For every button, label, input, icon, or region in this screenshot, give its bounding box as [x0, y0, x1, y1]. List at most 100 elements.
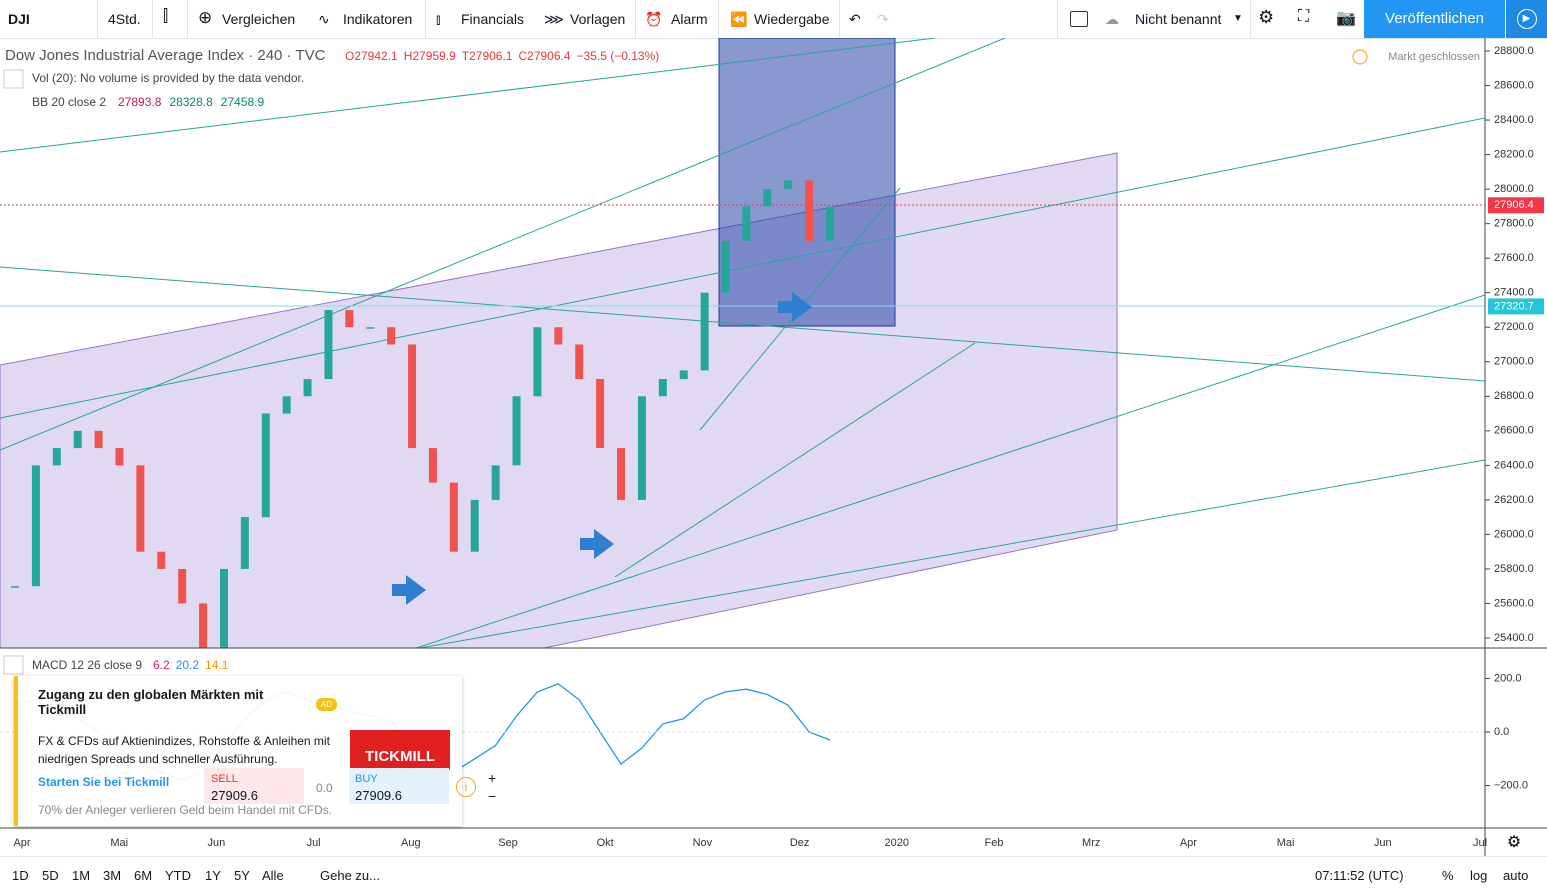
candle — [199, 603, 208, 648]
range-button[interactable]: 1D — [12, 868, 29, 883]
publish-button[interactable]: Veröffentlichen — [1364, 0, 1505, 38]
price-tick-label: 28600.0 — [1494, 79, 1534, 91]
bottom-bar: 1D 5D 1M 3M 6M YTD 1Y 5Y Alle Gehe zu... 07:11:52 … — [0, 856, 1547, 888]
candle — [157, 551, 166, 569]
layout-icon[interactable] — [1070, 11, 1088, 27]
toolbar: DJI 4Std. ⫿ ⊕ Vergleichen ∿ Indikatoren … — [0, 0, 1547, 39]
candle — [219, 568, 228, 648]
candle — [533, 327, 542, 397]
replay-icon: ⏪ — [730, 11, 748, 27]
candle — [387, 327, 396, 345]
scale-option[interactable]: auto — [1503, 868, 1529, 883]
price-tick-label: 26800.0 — [1494, 390, 1534, 402]
indicator-icon: ∿ — [318, 11, 330, 27]
time-tick-label: Jul — [307, 837, 321, 849]
range-button[interactable]: 1M — [72, 868, 91, 883]
dropdown[interactable]: ▼ — [1233, 13, 1243, 24]
time-tick-label: Nov — [693, 837, 713, 849]
zoom-out[interactable]: − — [488, 788, 497, 804]
collapse[interactable] — [3, 69, 24, 89]
collapse[interactable] — [3, 655, 24, 675]
range-button[interactable]: 5Y — [234, 868, 250, 883]
time-tick-label: Feb — [985, 837, 1004, 849]
toolbar-item[interactable]: Financials — [461, 11, 525, 27]
candle — [763, 189, 772, 207]
range-button[interactable]: 3M — [103, 868, 122, 883]
time-tick-label: Jun — [208, 837, 226, 849]
symbol[interactable]: DJI — [8, 11, 30, 27]
price-tick-label: 26600.0 — [1494, 425, 1534, 437]
time-tick-label: Okt — [597, 837, 614, 849]
candle — [575, 344, 584, 380]
undo[interactable]: ↶ — [849, 11, 861, 27]
candle — [679, 370, 688, 380]
chart: Dow Jones Industrial Average Index · 240… — [0, 38, 1547, 856]
price-tick-label: 28800.0 — [1494, 45, 1534, 57]
vol-legend: Vol (20): No volume is provided by the d… — [32, 71, 304, 85]
play-button[interactable]: ▶ — [1506, 0, 1547, 38]
fullscreen[interactable]: ⛶ — [1298, 8, 1310, 25]
candle — [742, 206, 751, 241]
financial-icon: ⫾ — [436, 11, 441, 27]
candle — [449, 482, 458, 552]
ohlc-value: H27959.9 — [404, 49, 456, 63]
toolbar-item[interactable]: Alarm — [671, 11, 708, 27]
layout-name[interactable]: Nicht benannt — [1135, 11, 1222, 27]
toolbar-item[interactable]: Indikatoren — [343, 11, 413, 27]
arrows — [392, 292, 812, 605]
toolbar-item[interactable]: Vorlagen — [570, 11, 626, 27]
scale-option[interactable]: log — [1470, 868, 1488, 883]
ad: Zugang zu den globalen Märkten mit Tickm… — [14, 676, 496, 826]
toolbar-item[interactable]: Vergleichen — [222, 11, 296, 27]
ohlc-value: C27906.4 — [518, 49, 570, 63]
macd-tick-label: 200.0 — [1494, 672, 1522, 684]
chart-style[interactable]: ⫿ — [163, 8, 169, 25]
ohlc-value: T27906.1 — [462, 49, 513, 63]
price-tick-label: 25400.0 — [1494, 632, 1534, 644]
price-tick-label: 27600.0 — [1494, 252, 1534, 264]
range-button[interactable]: YTD — [165, 868, 191, 883]
range-button[interactable]: 5D — [42, 868, 59, 883]
scale-option[interactable]: % — [1442, 868, 1454, 883]
price-marker — [1488, 298, 1544, 315]
price-tick-label: 27800.0 — [1494, 218, 1534, 230]
axis-settings: ⚙ — [1507, 834, 1521, 851]
candle — [617, 448, 626, 500]
macd-tick-label: 0.0 — [1494, 726, 1509, 738]
candle — [805, 180, 814, 241]
price-tick-label: 25800.0 — [1494, 563, 1534, 575]
zoom-in[interactable]: + — [488, 770, 497, 786]
redo[interactable]: ↷ — [877, 11, 889, 27]
toolbar-item[interactable]: Wiedergabe — [754, 11, 830, 27]
candle — [31, 465, 40, 587]
range-button[interactable]: 1Y — [205, 868, 221, 883]
price-marker-label: 27906.4 — [1494, 199, 1534, 211]
goto[interactable]: Gehe zu... — [320, 868, 380, 883]
ad-link[interactable]: Starten Sie bei Tickmill — [38, 775, 170, 789]
candle — [721, 240, 730, 293]
range-button[interactable]: 6M — [134, 868, 153, 883]
sell-box[interactable] — [204, 768, 304, 804]
snapshot[interactable]: 📷 — [1336, 10, 1356, 27]
spread: 0.0 — [316, 781, 333, 795]
ad-brand[interactable]: TICKMILL — [350, 730, 450, 770]
range-button[interactable]: Alle — [262, 868, 284, 883]
buy-price: 27909.6 — [355, 788, 402, 803]
macd-value: 6.2 — [153, 658, 170, 672]
time-tick-label: Jul — [1473, 837, 1487, 849]
market-status: Markt geschlossen — [1388, 51, 1480, 63]
macd-value: 20.2 — [176, 658, 200, 672]
time-tick-label: Aug — [401, 837, 421, 849]
bb-value: 27893.8 — [118, 95, 162, 109]
clock: 07:11:52 (UTC) — [1315, 868, 1404, 883]
time-tick-label: 2020 — [885, 837, 909, 849]
info-icon[interactable]: i — [456, 777, 476, 797]
settings[interactable]: ⚙ — [1258, 7, 1275, 27]
buy-box[interactable] — [349, 768, 449, 804]
ad-disclaimer: 70% der Anleger verlieren Geld beim Hand… — [38, 803, 333, 817]
interval[interactable]: 4Std. — [108, 11, 141, 27]
candle — [826, 206, 834, 241]
candle — [73, 430, 82, 449]
ohlc-value: −35.5 (−0.13%) — [577, 49, 660, 63]
time-tick-label: Apr — [13, 837, 30, 849]
